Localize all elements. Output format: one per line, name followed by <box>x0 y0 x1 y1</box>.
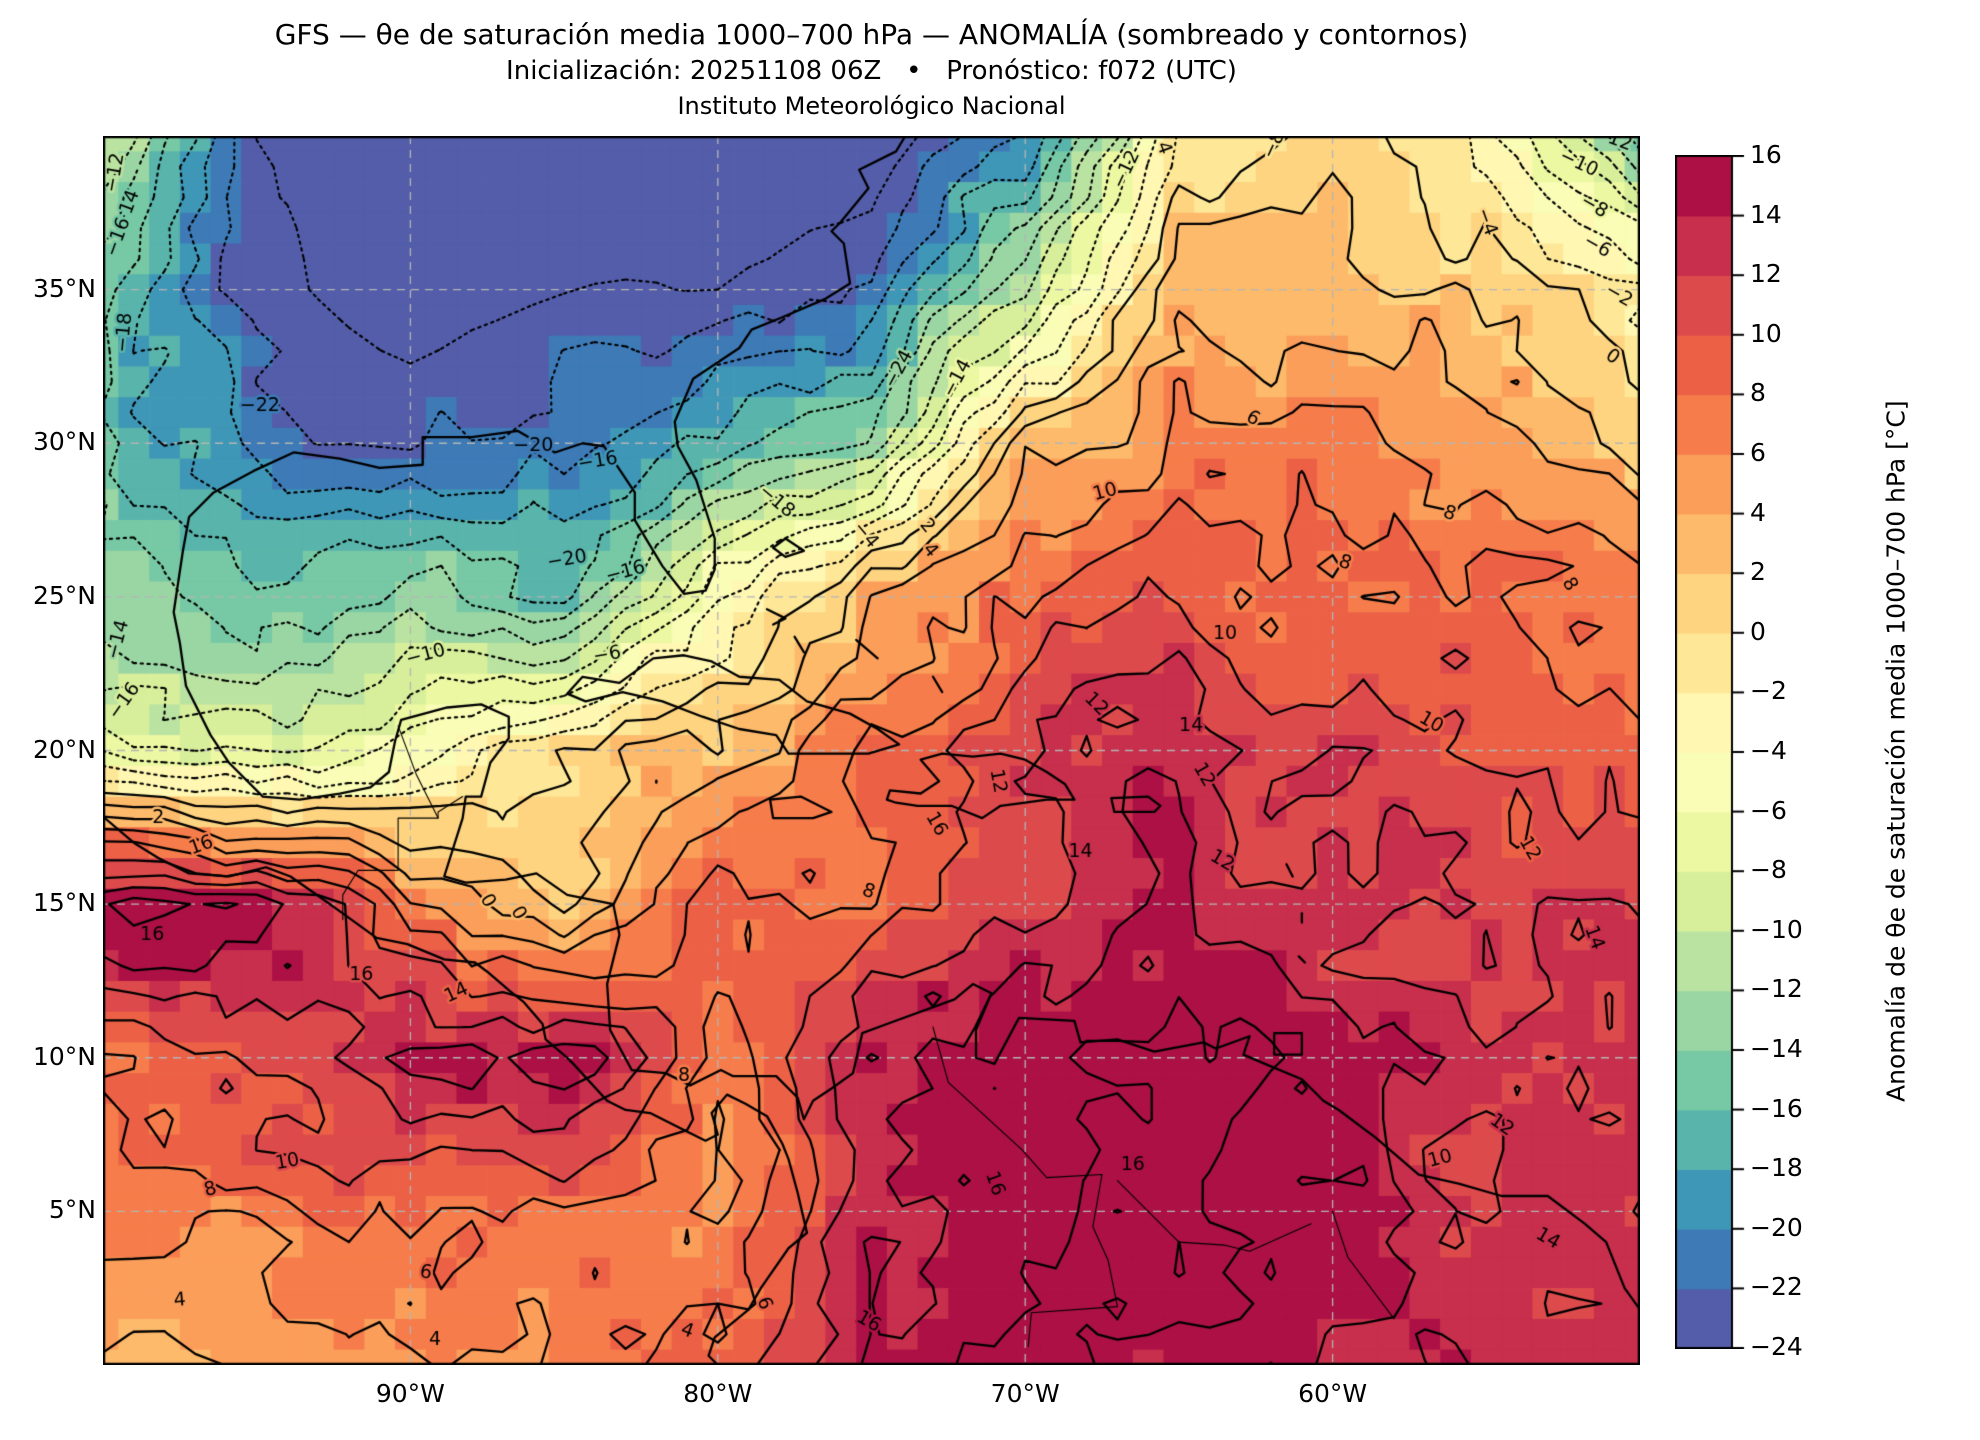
colorbar-tick-label: −4 <box>1750 736 1787 765</box>
chart-subtitle: Inicialización: 20251108 06Z • Pronóstic… <box>506 56 1237 86</box>
colorbar-tick-label: 2 <box>1750 557 1766 587</box>
colorbar-tick-label: −8 <box>1750 855 1787 885</box>
y-tick-label: 35°N <box>32 273 96 303</box>
y-tick-label: 30°N <box>32 427 96 457</box>
colorbar-tick-label: 14 <box>1750 199 1782 229</box>
colorbar-tick-label: −6 <box>1750 795 1787 825</box>
colorbar-tick-label: 10 <box>1750 318 1782 348</box>
x-tick-label: 70°W <box>990 1379 1060 1408</box>
colorbar-tick-label: −14 <box>1750 1034 1803 1063</box>
y-tick-label: 5°N <box>48 1195 96 1225</box>
colorbar-tick-label: 16 <box>1750 140 1782 169</box>
colorbar-tick-label: 12 <box>1750 259 1782 289</box>
x-tick-label: 60°W <box>1298 1379 1368 1408</box>
colorbar-tick-label: −18 <box>1750 1153 1803 1183</box>
colorbar-tick-label: 8 <box>1750 378 1766 408</box>
colorbar-tick-label: 6 <box>1750 438 1766 467</box>
anomaly-map-canvas <box>103 136 1640 1365</box>
x-tick-label: 90°W <box>375 1379 445 1408</box>
colorbar <box>1675 155 1750 1349</box>
colorbar-tick-label: −24 <box>1750 1332 1803 1361</box>
chart-title: GFS — θe de saturación media 1000–700 hP… <box>274 18 1469 51</box>
colorbar-tick-label: 4 <box>1750 497 1766 527</box>
colorbar-tick-label: −12 <box>1750 974 1803 1004</box>
colorbar-tick-label: −10 <box>1750 914 1803 944</box>
colorbar-tick-label: −16 <box>1750 1093 1803 1123</box>
y-tick-label: 25°N <box>32 580 96 610</box>
y-tick-label: 15°N <box>32 888 96 918</box>
chart-institution: Instituto Meteorológico Nacional <box>677 92 1066 120</box>
colorbar-tick-label: −20 <box>1750 1212 1803 1242</box>
colorbar-tick-label: −22 <box>1750 1272 1803 1302</box>
y-tick-label: 20°N <box>32 734 96 764</box>
colorbar-tick-label: 0 <box>1750 616 1766 646</box>
colorbar-axis-label: Anomalía de θe de saturación media 1000–… <box>1881 400 1911 1102</box>
x-tick-label: 80°W <box>683 1379 753 1408</box>
y-tick-label: 10°N <box>32 1041 96 1071</box>
colorbar-tick-label: −2 <box>1750 676 1787 706</box>
